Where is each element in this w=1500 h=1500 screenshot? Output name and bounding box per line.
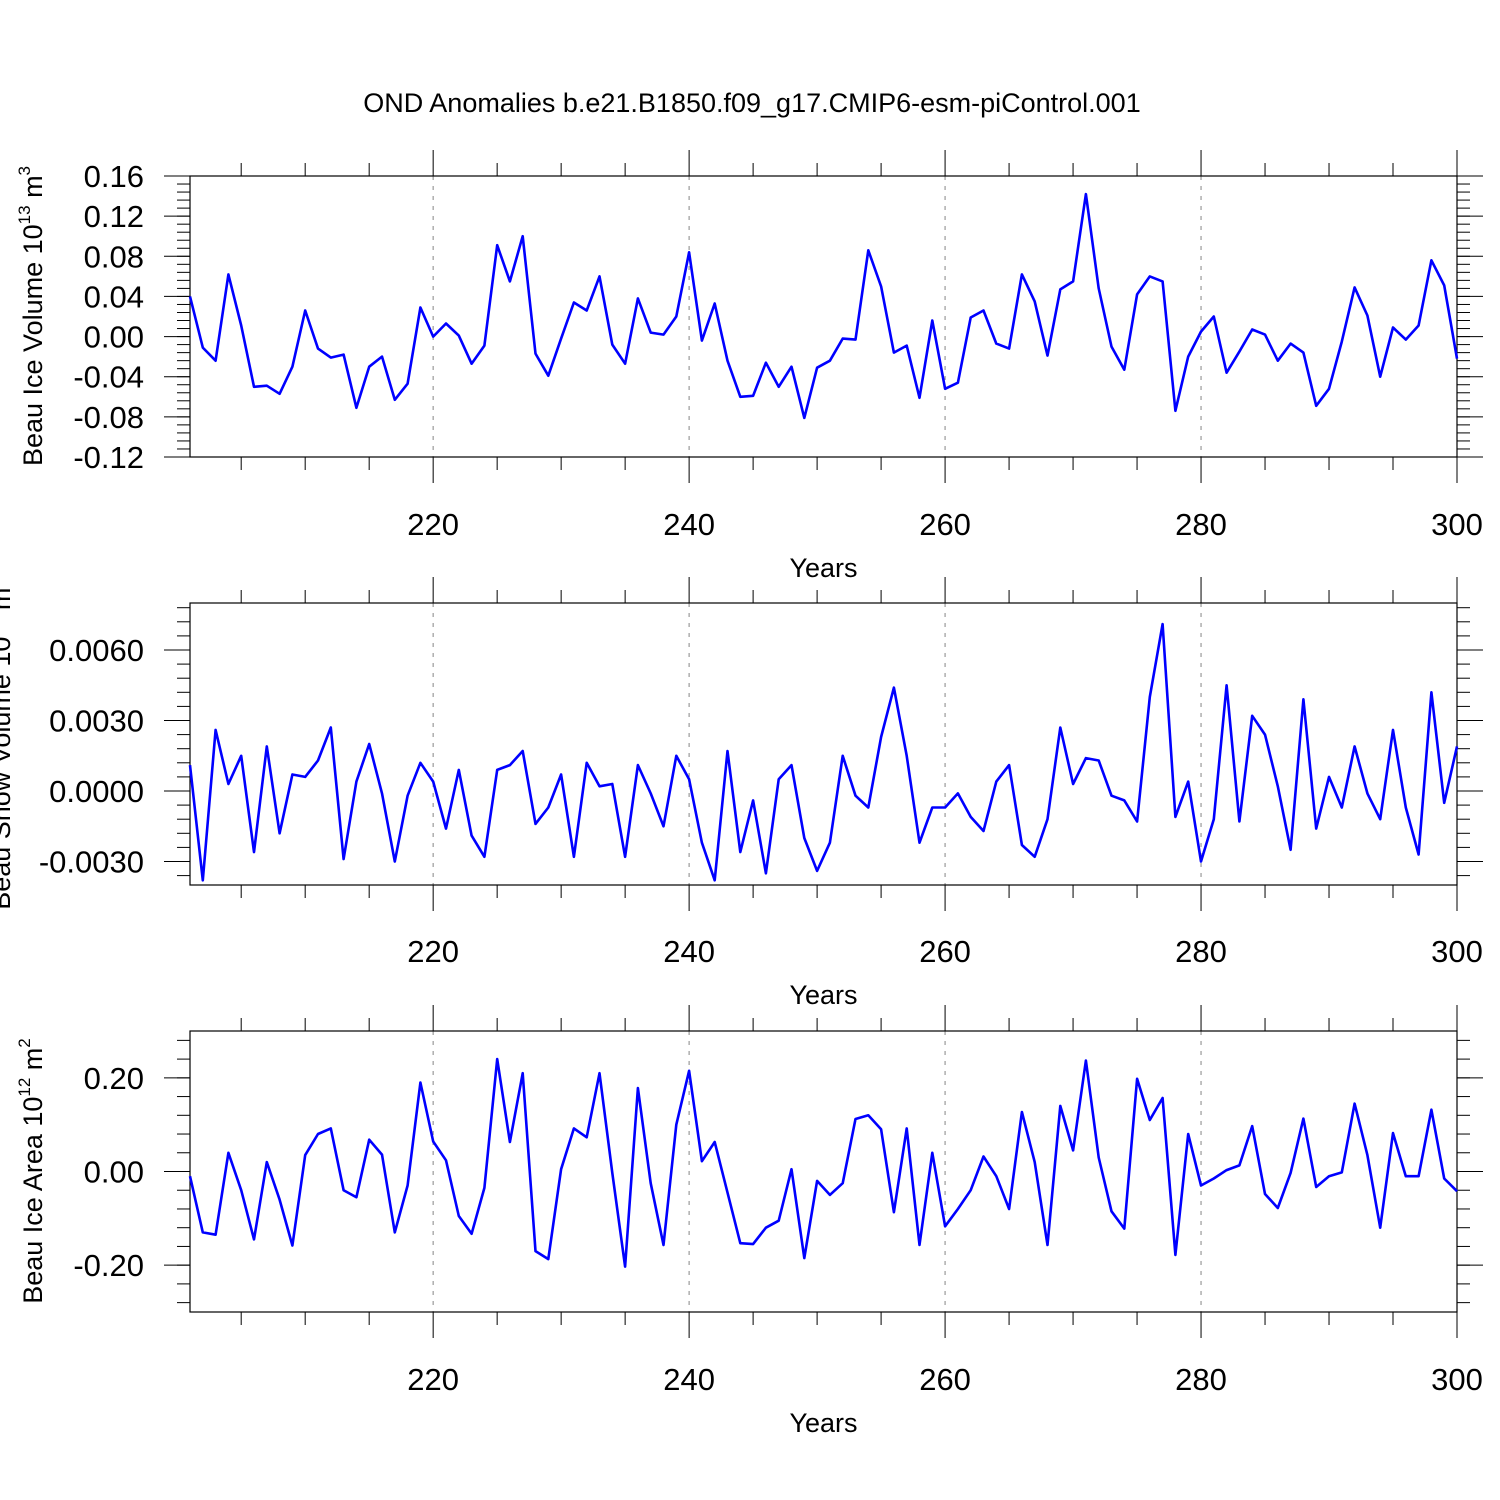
ice-volume-ytick-label: 0.12	[84, 199, 144, 234]
ice-volume-ytick-label: -0.12	[73, 440, 144, 475]
snow-volume-ytick-label: 0.0000	[49, 774, 144, 809]
snow-volume-plot-frame	[189, 602, 1458, 886]
ice-volume-y-axis-label-unit-exp: 3	[15, 166, 34, 175]
ice-area-panel: -0.20 0.00 0.20 220 240 260 280 300 Years Beau Ic…	[15, 1005, 1483, 1438]
ice-volume-ytick-label: 0.04	[84, 279, 144, 314]
snow-volume-ytick-label: 0.0030	[49, 704, 144, 739]
snow-volume-y-axis-label-unit: m	[0, 588, 16, 618]
ice-volume-xtick-label: 240	[663, 507, 715, 542]
chart-title: OND Anomalies b.e21.B1850.f09_g17.CMIP6-…	[363, 88, 1140, 118]
ice-volume-xtick-label: 260	[919, 507, 971, 542]
ice-volume-xtick-label: 280	[1175, 507, 1227, 542]
ice-volume-xtick-label: 300	[1431, 507, 1483, 542]
ice-volume-ytick-label: 0.16	[84, 159, 144, 194]
ice-area-ytick-label: -0.20	[73, 1248, 144, 1283]
ice-volume-xtick-label: 220	[407, 507, 459, 542]
ice-area-y-axis-label-main: Beau Ice Area 10	[18, 1097, 48, 1304]
ice-area-y-axis-label-unit-exp: 2	[15, 1038, 34, 1047]
ice-volume-ytick-label: 0.00	[84, 320, 144, 355]
ice-volume-plot-frame	[189, 175, 1458, 458]
ice-area-series-line	[188, 1057, 1458, 1268]
ice-volume-y-axis-label-main: Beau Ice Volume 10	[18, 224, 48, 466]
ice-area-ytick-label: 0.00	[84, 1155, 144, 1190]
ice-volume-y-axis-label-exp: 13	[15, 205, 34, 224]
ice-volume-y-axis-label-unit: m	[18, 175, 48, 205]
snow-volume-ytick-label: 0.0060	[49, 633, 144, 668]
snow-volume-y-axis-label-exp: 13	[0, 618, 2, 637]
snow-volume-panel: -0.0030 0.0000 0.0030 0.0060 220 240 260 280 300…	[0, 577, 1483, 1010]
ice-area-plot-frame	[189, 1030, 1458, 1313]
ice-volume-panel: -0.12 -0.08 -0.04 0.00 0.04 0.08 0.12 0.16 220 24…	[15, 150, 1483, 583]
ice-volume-x-axis-label: Years	[789, 553, 857, 583]
ice-area-x-axis-label: Years	[789, 1408, 857, 1438]
snow-volume-y-axis-label-unit-exp: 3	[0, 578, 2, 587]
snow-volume-ytick-label: -0.0030	[39, 845, 144, 880]
ice-area-y-axis-label-unit: m	[18, 1048, 48, 1078]
ice-area-xtick-label: 280	[1175, 1362, 1227, 1397]
snow-volume-y-axis-label-main: Beau Snow Volume 10	[0, 637, 16, 910]
ice-area-xtick-label: 300	[1431, 1362, 1483, 1397]
snow-volume-xtick-label: 260	[919, 934, 971, 969]
ice-area-xtick-label: 240	[663, 1362, 715, 1397]
ice-volume-y-axis-label: Beau Ice Volume 1013 m3	[15, 166, 48, 466]
ice-volume-ytick-label: 0.08	[84, 239, 144, 274]
snow-volume-xtick-label: 220	[407, 934, 459, 969]
snow-volume-y-axis-label: Beau Snow Volume 1013 m3	[0, 578, 16, 910]
ice-area-ytick-label: 0.20	[84, 1061, 144, 1096]
ice-area-y-axis-label: Beau Ice Area 1012 m2	[15, 1038, 48, 1304]
snow-volume-xtick-label: 280	[1175, 934, 1227, 969]
snow-volume-xtick-label: 240	[663, 934, 715, 969]
ice-volume-series-line	[188, 192, 1459, 420]
snow-volume-xtick-label: 300	[1431, 934, 1483, 969]
ice-volume-ytick-label: -0.04	[73, 360, 144, 395]
ice-volume-ytick-label: -0.08	[73, 400, 144, 435]
ice-area-xtick-label: 220	[407, 1362, 459, 1397]
ice-area-xtick-label: 260	[919, 1362, 971, 1397]
snow-volume-x-axis-label: Years	[789, 980, 857, 1010]
snow-volume-series-line	[188, 622, 1459, 882]
ice-area-y-axis-label-exp: 12	[15, 1078, 34, 1097]
